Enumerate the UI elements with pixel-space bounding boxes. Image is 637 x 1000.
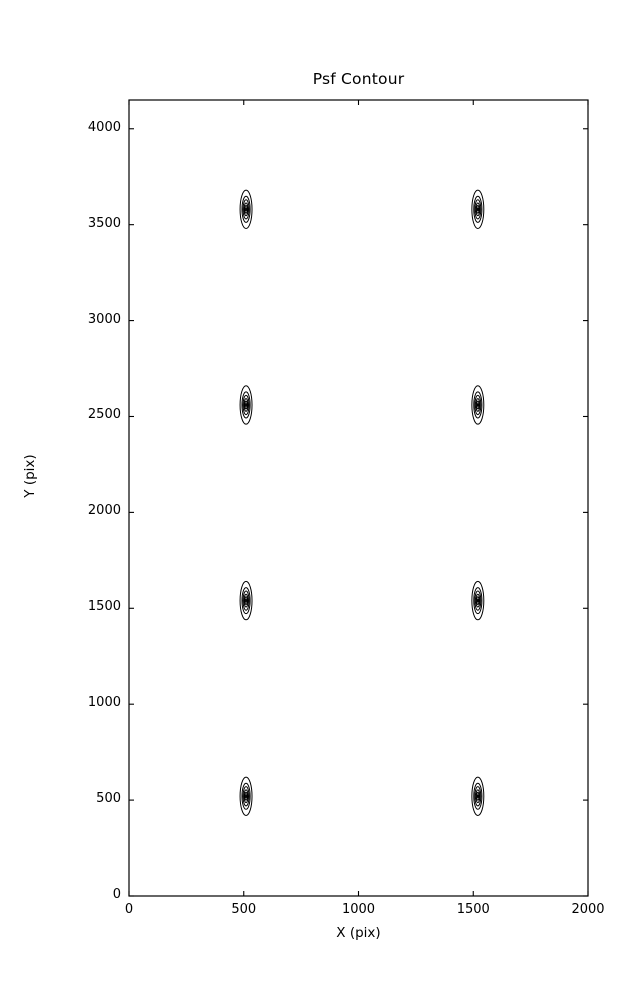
contour-series bbox=[239, 189, 485, 816]
plot-area-border bbox=[128, 99, 589, 897]
y-tick-label: 2500 bbox=[87, 407, 121, 423]
psf-peak-marker bbox=[476, 598, 479, 603]
psf-contour-level bbox=[243, 398, 249, 412]
x-axis-label: X (pix) bbox=[336, 925, 381, 941]
psf-peak-marker bbox=[476, 794, 479, 799]
y-tick-label: 4000 bbox=[87, 119, 121, 135]
psf-contour-level bbox=[473, 782, 483, 810]
x-tick-label: 500 bbox=[231, 902, 257, 917]
psf-contour-level bbox=[239, 189, 253, 230]
psf-contour-level bbox=[473, 195, 483, 223]
psf-contour-level bbox=[475, 593, 481, 608]
psf-contour-group bbox=[239, 189, 253, 230]
psf-contour-level bbox=[243, 202, 249, 217]
psf-contour-group bbox=[471, 189, 485, 230]
psf-contour-level bbox=[476, 596, 480, 605]
psf-contour-level bbox=[471, 385, 485, 425]
psf-contour-level bbox=[244, 204, 248, 214]
psf-contour-level bbox=[243, 593, 249, 608]
y-tick-label: 2000 bbox=[87, 503, 121, 519]
tick-marks bbox=[128, 100, 589, 897]
psf-contour-level bbox=[471, 580, 485, 621]
psf-contour-level bbox=[475, 789, 481, 804]
psf-contour-level bbox=[242, 786, 250, 807]
psf-contour-level bbox=[471, 776, 485, 816]
psf-contour-level bbox=[476, 204, 480, 214]
psf-peak-marker bbox=[245, 207, 247, 212]
x-tick-label: 1000 bbox=[341, 902, 376, 917]
psf-contour-level bbox=[474, 199, 482, 220]
psf-contour-level bbox=[244, 596, 248, 605]
y-tick-label: 3500 bbox=[87, 215, 121, 231]
psf-peak-marker bbox=[476, 207, 479, 212]
psf-contour-level bbox=[242, 590, 250, 611]
psf-contour-level bbox=[243, 789, 249, 804]
psf-contour-level bbox=[474, 786, 482, 807]
psf-contour-group bbox=[239, 385, 253, 425]
psf-contour-group bbox=[471, 776, 485, 816]
psf-peak-marker bbox=[245, 403, 247, 407]
psf-contour-level bbox=[474, 590, 482, 611]
psf-contour-level bbox=[241, 195, 251, 223]
psf-peak-marker bbox=[245, 794, 247, 799]
x-tick-label: 0 bbox=[124, 902, 134, 917]
psf-contour-group bbox=[239, 580, 253, 621]
psf-contour-level bbox=[473, 391, 483, 419]
y-axis-label: Y (pix) bbox=[22, 454, 38, 498]
x-tick-label: 2000 bbox=[571, 902, 605, 917]
psf-contour-level bbox=[239, 385, 253, 425]
psf-peak-marker bbox=[245, 598, 247, 603]
psf-contour-group bbox=[471, 385, 485, 425]
psf-contour-level bbox=[475, 202, 481, 217]
psf-contour-level bbox=[242, 394, 250, 416]
psf-contour-level bbox=[241, 391, 251, 419]
axes-frame bbox=[128, 99, 589, 897]
psf-contour-level bbox=[239, 580, 253, 621]
y-tick-label: 0 bbox=[112, 887, 121, 902]
psf-contour-group bbox=[471, 580, 485, 621]
psf-contour-level bbox=[476, 791, 480, 801]
page-title: Psf Contour bbox=[312, 70, 405, 88]
x-tick-label: 1500 bbox=[456, 902, 490, 917]
psf-contour-level bbox=[476, 400, 480, 410]
psf-contour-level bbox=[241, 587, 251, 615]
y-tick-label: 1000 bbox=[87, 695, 121, 711]
psf-contour-level bbox=[244, 791, 248, 801]
psf-contour-level bbox=[241, 782, 251, 810]
psf-contour-level bbox=[244, 400, 248, 410]
psf-peak-marker bbox=[476, 403, 479, 407]
psf-contour-level bbox=[473, 587, 483, 615]
y-tick-label: 1500 bbox=[87, 599, 121, 615]
psf-contour-group bbox=[239, 776, 253, 816]
psf-contour-level bbox=[475, 398, 481, 412]
psf-contour-level bbox=[239, 776, 253, 816]
psf-contour-level bbox=[474, 394, 482, 416]
psf-contour-level bbox=[471, 189, 485, 230]
y-tick-label: 500 bbox=[96, 791, 121, 807]
psf-contour-level bbox=[242, 199, 250, 220]
y-tick-label: 3000 bbox=[87, 311, 121, 327]
